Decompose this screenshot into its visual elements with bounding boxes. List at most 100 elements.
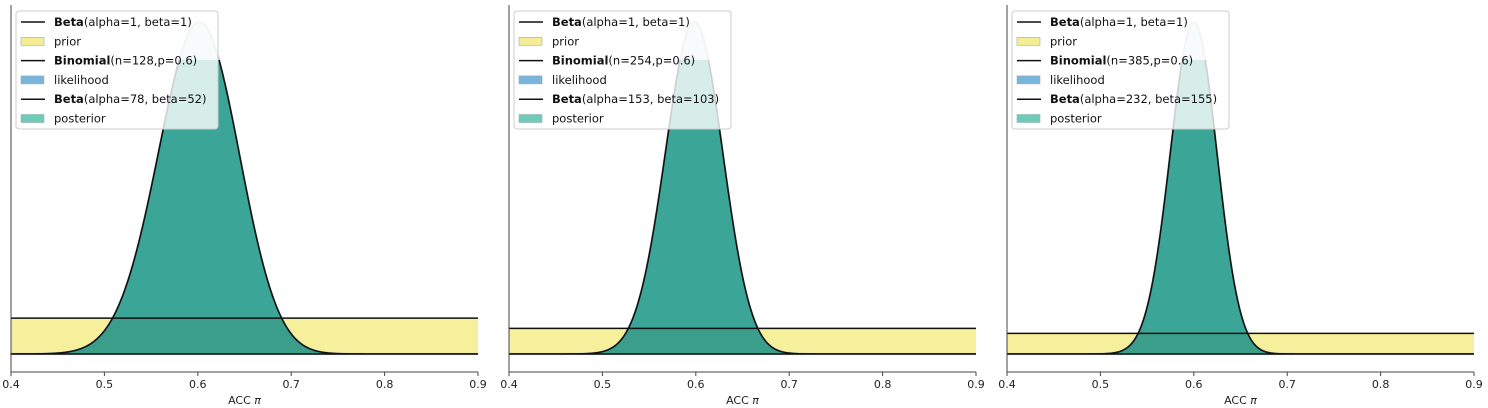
legend-posterior: posterior <box>518 112 604 126</box>
legend-prior: prior <box>518 34 579 48</box>
legend-dist-params: (alpha=78, beta=52) <box>84 92 207 106</box>
legend-patch <box>20 75 45 85</box>
legend: Beta(alpha=1, beta=1)priorBinomial(n=254… <box>513 10 732 130</box>
posterior-area <box>11 60 478 354</box>
legend-dist-name: Binomial <box>1050 54 1106 68</box>
legend-likelihood: likelihood <box>518 73 607 87</box>
x-axis-label-symbol: π <box>752 394 759 407</box>
legend-dist-name: Beta <box>54 92 84 106</box>
x-tick-label: 0.4 <box>998 378 1016 391</box>
legend-likelihood: likelihood <box>20 73 109 87</box>
legend-dist-params: (alpha=232, beta=155) <box>1080 92 1217 106</box>
legend-prior: prior <box>20 34 81 48</box>
legend-label: Beta(alpha=1, beta=1) <box>1050 15 1188 29</box>
legend-dist-params: (n=254,p=0.6) <box>608 54 695 68</box>
legend-dist-name: Beta <box>552 92 582 106</box>
x-tick-label: 0.8 <box>1372 378 1390 391</box>
x-tick-label: 0.5 <box>96 378 114 391</box>
legend-dist-params: (alpha=153, beta=103) <box>582 92 719 106</box>
legend-patch <box>1016 36 1041 46</box>
x-axis-label-symbol: π <box>1250 394 1257 407</box>
legend-patch <box>20 114 45 123</box>
legend-posterior-dist: Beta(alpha=153, beta=103) <box>519 92 719 106</box>
legend-dist-name: Beta <box>1050 92 1080 106</box>
x-tick-label: 0.9 <box>469 378 487 391</box>
legend-dist-params: (alpha=1, beta=1) <box>582 15 690 29</box>
x-tick-label: 0.8 <box>376 378 394 391</box>
legend-label: posterior <box>1050 112 1102 126</box>
x-tick-label: 0.4 <box>2 378 20 391</box>
x-tick-label: 0.7 <box>282 378 300 391</box>
legend-prior-dist: Beta(alpha=1, beta=1) <box>21 15 192 29</box>
posterior-prior-overlap <box>11 318 478 354</box>
x-tick-label: 0.4 <box>500 378 518 391</box>
legend-box <box>15 10 219 130</box>
legend-label: prior <box>54 34 81 48</box>
legend-patch <box>518 114 543 123</box>
legend-label: Beta(alpha=78, beta=52) <box>54 92 206 106</box>
legend-label: likelihood <box>54 73 109 87</box>
legend: Beta(alpha=1, beta=1)priorBinomial(n=385… <box>1011 10 1230 130</box>
x-axis-label: ACC π <box>1224 394 1257 407</box>
x-tick-label: 0.5 <box>1092 378 1110 391</box>
x-axis-label-text: ACC <box>1224 394 1250 407</box>
x-tick-label: 0.6 <box>687 378 705 391</box>
legend-patch <box>20 36 45 46</box>
posterior-area <box>509 60 976 354</box>
legend-likelihood-dist: Binomial(n=254,p=0.6) <box>519 54 695 68</box>
legend-likelihood-dist: Binomial(n=128,p=0.6) <box>21 54 197 68</box>
legend-box <box>1011 10 1230 130</box>
legend-patch <box>518 75 543 85</box>
x-tick-label: 0.6 <box>189 378 207 391</box>
x-tick-label: 0.5 <box>594 378 612 391</box>
legend-dist-name: Beta <box>54 15 84 29</box>
legend-box <box>513 10 732 130</box>
x-axis-label-symbol: π <box>254 394 261 407</box>
legend-patch <box>1016 114 1041 123</box>
x-tick-label: 0.7 <box>780 378 798 391</box>
legend-prior-dist: Beta(alpha=1, beta=1) <box>519 15 690 29</box>
legend-dist-name: Binomial <box>552 54 608 68</box>
legend-label: Beta(alpha=1, beta=1) <box>54 15 192 29</box>
legend-dist-name: Beta <box>1050 15 1080 29</box>
legend-label: prior <box>552 34 579 48</box>
legend-label: posterior <box>54 112 106 126</box>
x-axis-label-text: ACC <box>726 394 752 407</box>
legend-label: prior <box>1050 34 1077 48</box>
legend-patch <box>1016 75 1041 85</box>
legend-patch <box>518 36 543 46</box>
legend-label: likelihood <box>1050 73 1105 87</box>
legend-dist-name: Beta <box>552 15 582 29</box>
x-tick-label: 0.7 <box>1278 378 1296 391</box>
legend-likelihood-dist: Binomial(n=385,p=0.6) <box>1017 54 1193 68</box>
legend-label: Beta(alpha=232, beta=155) <box>1050 92 1217 106</box>
legend-label: Beta(alpha=153, beta=103) <box>552 92 719 106</box>
legend-dist-params: (n=385,p=0.6) <box>1106 54 1193 68</box>
legend-label: Beta(alpha=1, beta=1) <box>552 15 690 29</box>
x-tick-label: 0.9 <box>967 378 985 391</box>
legend-dist-params: (alpha=1, beta=1) <box>84 15 192 29</box>
x-axis-label: ACC π <box>726 394 759 407</box>
x-axis-label-text: ACC <box>228 394 254 407</box>
legend-label: Binomial(n=128,p=0.6) <box>54 54 197 68</box>
legend-dist-name: Binomial <box>54 54 110 68</box>
legend-dist-params: (alpha=1, beta=1) <box>1080 15 1188 29</box>
posterior-line <box>11 60 478 354</box>
x-tick-label: 0.6 <box>1185 378 1203 391</box>
legend: Beta(alpha=1, beta=1)priorBinomial(n=128… <box>15 10 219 130</box>
legend-posterior-dist: Beta(alpha=78, beta=52) <box>21 92 206 106</box>
legend-likelihood: likelihood <box>1016 73 1105 87</box>
legend-posterior: posterior <box>20 112 106 126</box>
legend-label: Binomial(n=385,p=0.6) <box>1050 54 1193 68</box>
x-tick-label: 0.8 <box>874 378 892 391</box>
legend-posterior: posterior <box>1016 112 1102 126</box>
legend-prior: prior <box>1016 34 1077 48</box>
legend-prior-dist: Beta(alpha=1, beta=1) <box>1017 15 1188 29</box>
x-tick-label: 0.9 <box>1465 378 1483 391</box>
legend-posterior-dist: Beta(alpha=232, beta=155) <box>1017 92 1217 106</box>
legend-label: likelihood <box>552 73 607 87</box>
